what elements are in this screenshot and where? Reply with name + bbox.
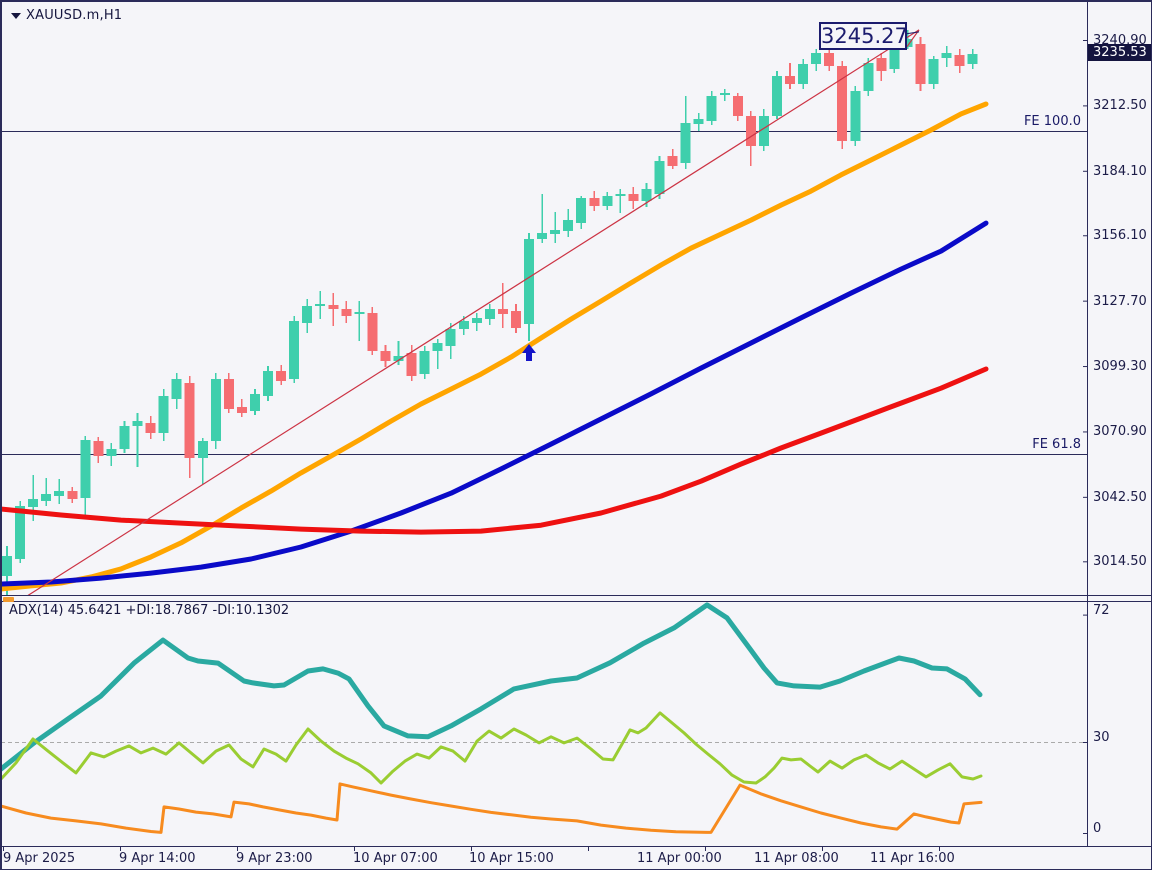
ma-mid-line (2, 220, 989, 587)
time-tick-label: 9 Apr 23:00 (236, 851, 313, 866)
trendline-price-tag[interactable]: 3245.27 (819, 22, 908, 50)
fib-level-label-100[interactable]: FE 100.0 (1023, 113, 1081, 129)
price-tick-label: 3014.50 (1093, 554, 1147, 570)
price-tick-label: 3240.90 (1093, 33, 1147, 48)
time-tick-label: 11 Apr 00:00 (637, 851, 722, 866)
fib-level-label-618[interactable]: FE 61.8 (1032, 437, 1081, 452)
price-tick-label: 3070.90 (1093, 424, 1147, 440)
indicator-tick-label: 30 (1093, 730, 1110, 745)
price-tag-connector (904, 31, 920, 35)
buy-arrow-icon (522, 343, 536, 361)
time-tick-label: 9 Apr 14:00 (119, 851, 196, 866)
trendline (27, 29, 920, 595)
candles-layer (2, 29, 978, 595)
ma-slow-line (2, 366, 989, 535)
indicator-line-plusminus-di (2, 711, 983, 785)
time-tick-label: 11 Apr 08:00 (754, 851, 839, 866)
indicator-tick-label: 72 (1093, 602, 1110, 618)
time-tick-label: 10 Apr 15:00 (469, 851, 554, 866)
price-tick-label: 3212.50 (1093, 98, 1147, 114)
pane-splitter-grip[interactable] (3, 597, 14, 602)
price-tick-label: 3156.10 (1093, 228, 1147, 244)
time-tick-label: 9 Apr 2025 (3, 851, 76, 866)
time-tick-label: 11 Apr 16:00 (870, 851, 955, 866)
indicator-pane[interactable] (1, 602, 1087, 834)
indicator-readout: ADX(14) 45.6421 +DI:18.7867 -DI:10.1302 (9, 603, 290, 618)
symbol-dropdown-triangle-icon[interactable] (11, 13, 21, 19)
price-tick-label: 3099.30 (1093, 359, 1147, 375)
indicator-line-adx (2, 602, 983, 772)
ma-fast-line (2, 101, 989, 592)
indicator-line-minus-di (2, 782, 983, 834)
current-price-badge: 3235.53 (1088, 44, 1151, 62)
price-tick-label: 3042.50 (1093, 489, 1147, 505)
price-tick-label: 3127.70 (1093, 293, 1147, 309)
time-tick-label: 10 Apr 07:00 (353, 851, 438, 866)
symbol-title: XAUUSD.m,H1 (26, 8, 123, 23)
price-tick-label: 3184.10 (1093, 163, 1147, 179)
main-chart-pane[interactable] (1, 29, 1087, 606)
indicator-tick-label: 0 (1093, 821, 1102, 836)
